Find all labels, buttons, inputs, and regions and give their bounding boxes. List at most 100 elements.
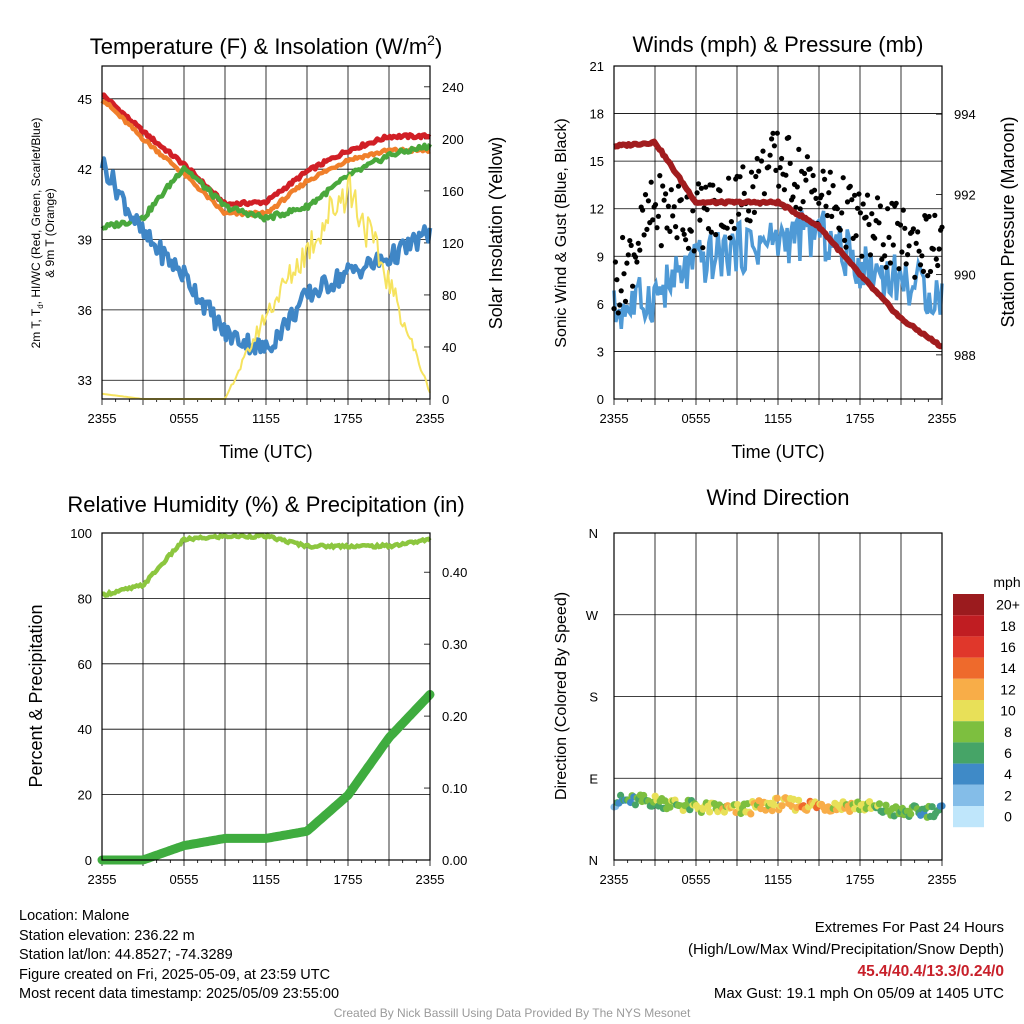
x-tick-label: 0555 xyxy=(682,872,711,887)
gust-point xyxy=(741,190,747,196)
legend-swatch xyxy=(953,806,984,828)
gust-point xyxy=(803,177,809,183)
x-tick-label: 1155 xyxy=(252,872,280,887)
legend-swatch xyxy=(953,678,984,700)
gust-point xyxy=(842,237,848,243)
gust-point xyxy=(668,187,674,193)
gust-point xyxy=(859,253,865,259)
gust-point xyxy=(826,190,832,196)
series-line-3 xyxy=(99,156,433,356)
y-tick-label: 45 xyxy=(78,92,92,107)
gust-point xyxy=(736,211,742,217)
gust-point xyxy=(758,158,765,164)
gust-point xyxy=(767,152,773,158)
y-tick-label: 15 xyxy=(590,154,604,169)
gust-point xyxy=(624,260,630,266)
gust-point xyxy=(760,148,766,154)
gust-point xyxy=(912,274,918,280)
gust-point xyxy=(837,227,843,233)
gust-point xyxy=(660,183,666,189)
legend-label: 16 xyxy=(1000,639,1016,655)
gust-point xyxy=(822,176,828,182)
chart-panels: 2355 0555 1155 1755 235533363942450408012016… xyxy=(70,59,975,887)
y-tick-label: 21 xyxy=(590,59,604,74)
gust-point xyxy=(657,173,663,179)
gust-point xyxy=(797,206,803,212)
gust-point xyxy=(840,175,846,181)
y2-tick-label: 0.10 xyxy=(442,781,467,796)
gust-point xyxy=(766,164,772,170)
legend-swatch xyxy=(953,700,984,722)
gust-point xyxy=(930,246,937,252)
x-tick-label: 2355 xyxy=(88,872,117,887)
gust-point xyxy=(880,242,886,248)
y-tick-label: 33 xyxy=(78,373,92,388)
gust-point xyxy=(637,247,643,253)
gust-point xyxy=(700,245,706,251)
y-tick-label: 42 xyxy=(78,162,92,177)
y-tick-label: 40 xyxy=(78,722,92,737)
gust-point xyxy=(670,213,676,219)
gust-point xyxy=(708,229,715,235)
extremes-info: Extremes For Past 24 Hours (High/Low/Max… xyxy=(688,917,1004,1005)
gust-point xyxy=(667,228,673,234)
legend-label: 0 xyxy=(1004,809,1012,825)
direction-point xyxy=(875,800,884,808)
gust-point xyxy=(690,208,696,214)
gust-point xyxy=(810,172,816,179)
location-text: Location: Malone xyxy=(19,908,130,924)
legend-label: 20+ xyxy=(996,597,1020,613)
x-tick-label: 2355 xyxy=(416,872,445,887)
gust-point xyxy=(790,194,796,200)
gust-point xyxy=(671,204,677,210)
gust-point xyxy=(713,232,719,238)
gust-point xyxy=(902,225,908,231)
legend-label: 14 xyxy=(1000,660,1016,676)
y2-tick-label: 0.00 xyxy=(442,853,467,868)
y-tick-label: 18 xyxy=(590,107,604,122)
gust-point xyxy=(774,130,780,136)
legend-swatch xyxy=(953,657,984,679)
gust-point xyxy=(820,168,826,174)
gust-point xyxy=(893,200,899,206)
gust-point xyxy=(688,228,694,234)
legend-label: 6 xyxy=(1004,745,1012,761)
x-tick-label: 1755 xyxy=(334,411,363,426)
gust-point xyxy=(877,203,884,209)
gust-point xyxy=(658,243,664,249)
gust-point xyxy=(628,242,634,248)
gust-point xyxy=(883,264,889,270)
gust-point xyxy=(887,260,894,266)
gust-point xyxy=(876,220,882,226)
precip-line xyxy=(97,690,435,865)
y-tick-label: E xyxy=(589,771,598,786)
y-tick-label: 0 xyxy=(597,392,604,407)
gust-point xyxy=(854,205,861,211)
pressure-line xyxy=(612,138,944,350)
gust-point xyxy=(786,134,792,141)
plot-frame xyxy=(613,65,943,400)
y2-tick-label: 988 xyxy=(954,348,976,363)
extremes-subheading: (High/Low/Max Wind/Precipitation/Snow De… xyxy=(688,941,1004,958)
x-tick-label: 2355 xyxy=(928,411,957,426)
gust-point xyxy=(925,273,931,279)
max-gust-text: Max Gust: 19.1 mph On 05/09 at 1405 UTC xyxy=(713,985,1004,1002)
gust-point xyxy=(811,187,818,193)
x-tick-label: 1755 xyxy=(846,411,875,426)
series-line-0 xyxy=(101,92,432,209)
gust-point xyxy=(919,253,925,259)
temperature-xlabel: Time (UTC) xyxy=(219,442,312,462)
x-tick-label: 0555 xyxy=(170,872,199,887)
plot-frame xyxy=(101,65,431,400)
gust-point xyxy=(728,219,735,225)
gust-point xyxy=(874,195,881,201)
y2-tick-label: 240 xyxy=(442,80,464,95)
gust-point xyxy=(869,211,875,217)
gust-point xyxy=(771,143,778,149)
gust-point xyxy=(737,174,743,180)
gust-point xyxy=(823,203,829,209)
gust-point xyxy=(827,169,833,175)
legend-label: 12 xyxy=(1000,681,1016,697)
x-tick-label: 1155 xyxy=(252,411,280,426)
gust-point xyxy=(885,206,891,212)
